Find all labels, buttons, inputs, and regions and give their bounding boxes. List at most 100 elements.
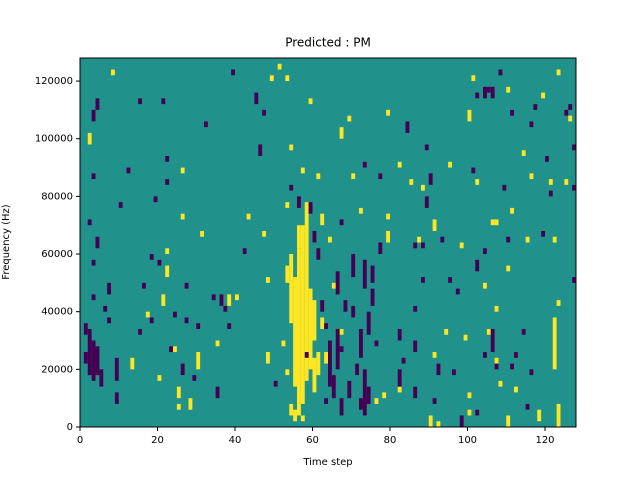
heat-cell xyxy=(219,294,224,306)
heat-cell xyxy=(304,202,309,381)
heat-cell xyxy=(397,369,402,387)
heat-cell xyxy=(483,352,487,358)
heat-cell xyxy=(223,305,228,312)
heat-cell xyxy=(494,357,499,364)
heat-cell xyxy=(494,305,499,312)
heat-cell xyxy=(409,179,414,185)
heat-cell xyxy=(432,352,437,358)
heat-cell xyxy=(529,121,534,128)
heat-cell xyxy=(382,392,387,399)
heat-cell xyxy=(432,398,437,404)
heat-cell xyxy=(417,236,421,243)
heat-cell xyxy=(273,380,278,387)
x-tick-label: 0 xyxy=(77,435,83,446)
heat-cell xyxy=(157,375,162,381)
heat-cell xyxy=(529,369,534,376)
heat-cell xyxy=(475,259,480,272)
heat-cell xyxy=(289,144,294,151)
heat-cell xyxy=(91,259,96,266)
heat-cell xyxy=(359,207,363,214)
heat-cell xyxy=(467,409,472,416)
heat-cell xyxy=(227,294,232,306)
heat-cell xyxy=(316,352,321,376)
heat-cell xyxy=(397,386,402,393)
heat-cell xyxy=(510,207,514,214)
heat-cell xyxy=(161,98,166,105)
heat-cell xyxy=(289,254,294,324)
heat-cell xyxy=(347,380,352,399)
heat-cell xyxy=(448,161,452,168)
heat-cell xyxy=(556,300,561,306)
chart-title: Predicted : PM xyxy=(285,36,371,50)
plot-frame xyxy=(79,57,577,428)
heat-cell xyxy=(339,346,344,353)
heat-cell xyxy=(324,398,328,404)
heat-cell xyxy=(262,109,266,116)
heat-cell xyxy=(266,352,270,364)
heat-cell xyxy=(421,184,425,191)
heat-cell xyxy=(514,352,518,358)
heat-cell xyxy=(339,328,344,335)
heat-cell xyxy=(118,202,123,208)
heat-cell xyxy=(142,282,146,289)
heat-cell xyxy=(149,254,154,260)
heat-cell xyxy=(490,328,495,353)
x-tick-label: 60 xyxy=(306,435,319,446)
heat-cell xyxy=(475,179,480,185)
heat-cell xyxy=(343,300,348,312)
heat-cell xyxy=(366,311,371,335)
heat-cell xyxy=(529,173,534,180)
heat-cell xyxy=(285,75,290,82)
heat-cell xyxy=(331,282,336,289)
heat-cell xyxy=(87,219,92,226)
heat-cell xyxy=(521,150,526,157)
heat-cell xyxy=(448,277,452,283)
heat-cell xyxy=(297,248,301,416)
heat-cell xyxy=(300,225,305,404)
heat-cell xyxy=(297,225,301,249)
x-tick-label: 80 xyxy=(384,435,397,446)
heat-cell xyxy=(99,369,104,387)
y-tick-label: 20000 xyxy=(41,364,73,375)
heat-cell xyxy=(335,328,340,370)
heat-cell xyxy=(541,230,545,237)
heat-cell xyxy=(362,161,367,168)
heat-cell xyxy=(440,236,445,243)
heat-cell xyxy=(506,236,511,243)
heat-cell xyxy=(552,236,557,243)
heat-cell xyxy=(111,69,115,76)
heat-cell xyxy=(176,386,181,399)
heat-cell xyxy=(312,230,317,243)
heat-cell xyxy=(184,317,189,324)
heat-cell xyxy=(269,75,274,82)
heat-cell xyxy=(541,92,545,99)
heat-cell xyxy=(370,288,375,306)
heat-cell xyxy=(552,317,557,370)
y-tick-label: 60000 xyxy=(41,249,73,260)
heat-cell xyxy=(386,230,390,243)
heat-cell xyxy=(355,363,359,376)
heat-cell xyxy=(467,392,472,399)
heat-cell xyxy=(378,173,383,180)
x-axis-label: Time step xyxy=(302,457,352,468)
heat-cell xyxy=(328,236,332,243)
heat-cell xyxy=(246,213,251,220)
heat-cell xyxy=(498,380,503,387)
heat-cell xyxy=(320,300,325,312)
heat-cell xyxy=(324,323,328,329)
heat-cell xyxy=(564,109,569,116)
heat-cell xyxy=(192,375,197,381)
heat-cell xyxy=(293,277,297,387)
heat-cell xyxy=(165,248,170,255)
heat-cell xyxy=(95,236,100,249)
heat-cell xyxy=(483,248,487,255)
heat-cell xyxy=(471,167,476,174)
heat-cell xyxy=(289,403,294,416)
heat-cell xyxy=(176,403,181,410)
heat-cell xyxy=(514,386,518,393)
heat-cell xyxy=(351,173,356,180)
heat-cell xyxy=(362,259,367,289)
x-tick-label: 20 xyxy=(151,435,164,446)
heat-cell xyxy=(378,242,383,255)
